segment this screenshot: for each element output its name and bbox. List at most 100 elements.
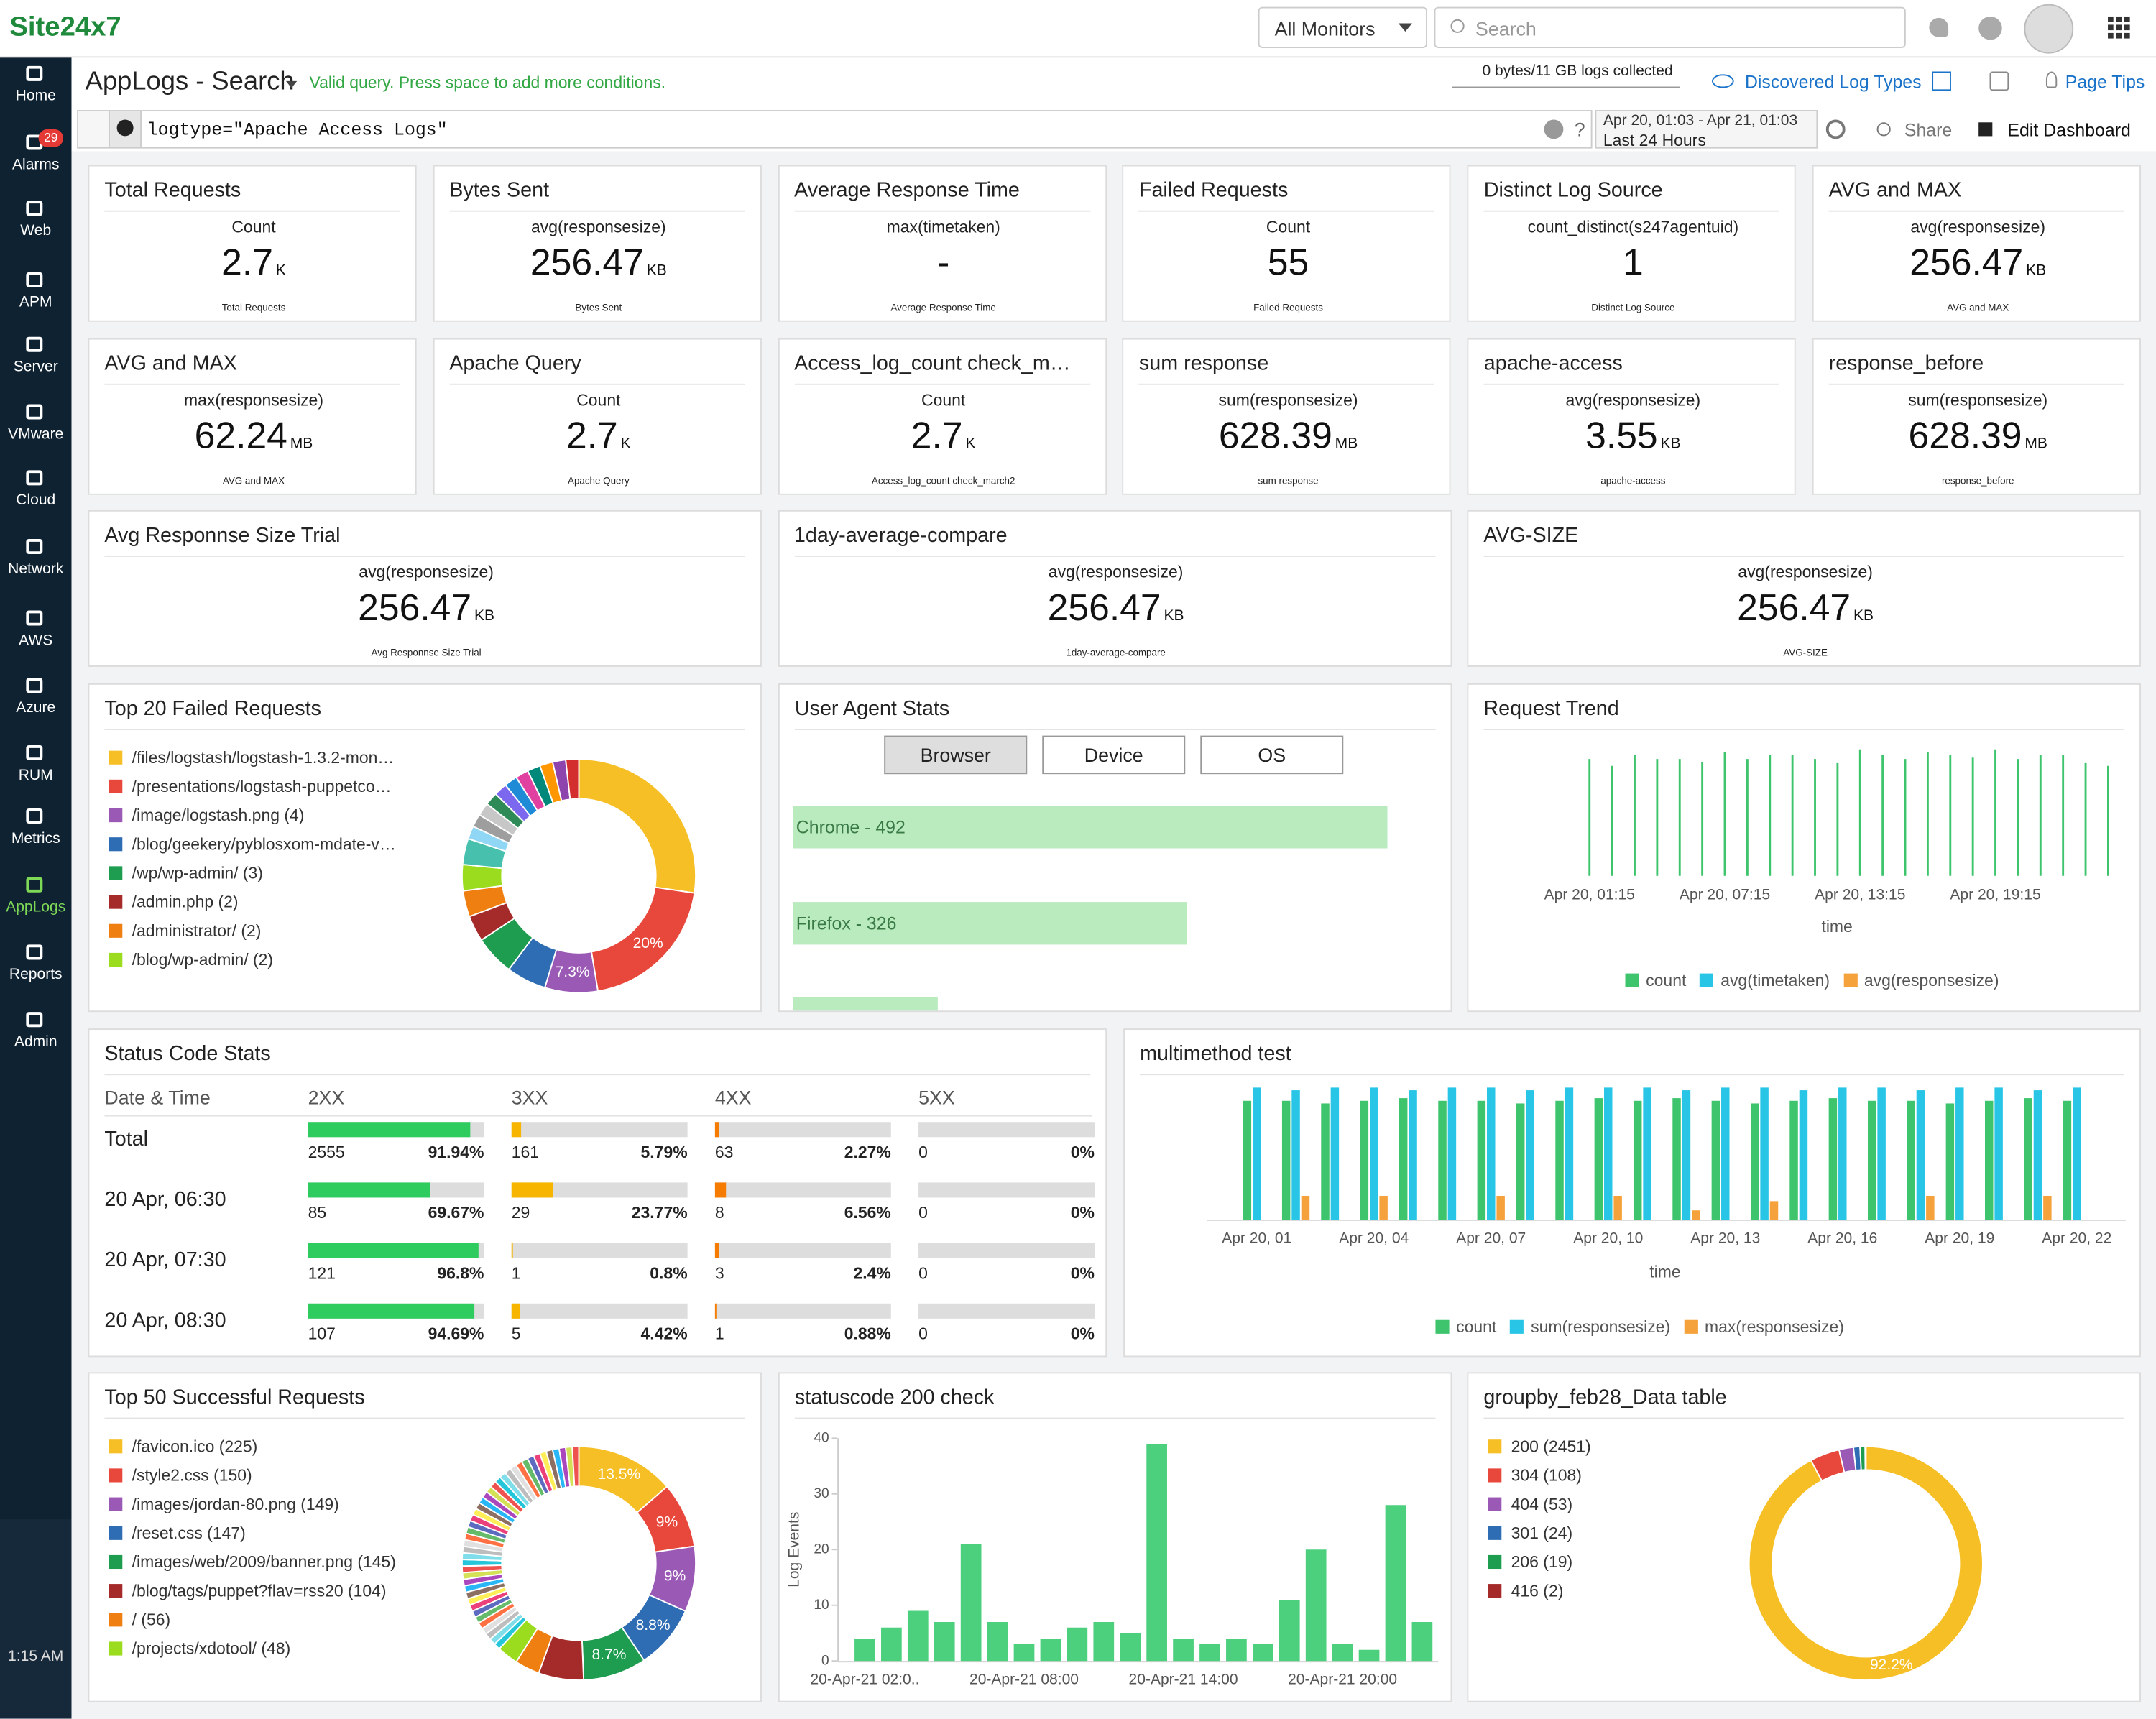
query-bar[interactable]: logtype="Apache Access Logs"? — [77, 110, 1593, 149]
nav-item[interactable]: Home — [0, 60, 71, 116]
stat-widget: Distinct Log Source count_distinct(s247ag… — [1467, 165, 1797, 322]
nav-item[interactable]: Alarms 29 — [0, 129, 71, 185]
date-preset: Last 24 Hours — [1603, 130, 1706, 150]
nav-item[interactable]: RUM — [0, 739, 71, 795]
stat-function: sum(responsesize) — [1218, 390, 1358, 410]
x-tick-label: Apr 20, 01:15 — [1544, 886, 1635, 903]
widget-title: Request Trend — [1483, 697, 2125, 730]
chart-view-button[interactable] — [110, 111, 142, 147]
nav-icon — [26, 610, 43, 626]
discovered-link[interactable]: Discovered Log Types — [1744, 71, 1922, 93]
stat-widget: apache-access avg(responsesize) 3.55 KB apac… — [1467, 338, 1797, 495]
notification-icon[interactable] — [1929, 17, 1949, 37]
stat-value-row: 628.39 MB — [1124, 415, 1450, 458]
edit-dashboard[interactable]: Edit Dashboard — [2007, 119, 2131, 141]
bar-track — [918, 1303, 1095, 1319]
bar — [1769, 1201, 1779, 1220]
clear-icon[interactable] — [1544, 119, 1564, 139]
nav-item[interactable]: Network — [0, 533, 71, 589]
nav-item[interactable]: Azure — [0, 673, 71, 728]
nav-item[interactable]: Cloud — [0, 465, 71, 520]
percent: 69.67% — [428, 1203, 484, 1222]
stat-unit: KB — [646, 262, 667, 280]
home-icon[interactable] — [1932, 71, 1951, 91]
percent: 2.4% — [853, 1263, 891, 1284]
nav-item[interactable]: Server — [0, 331, 71, 387]
legend-label: /favicon.ico (225) — [132, 1437, 258, 1455]
bar — [1799, 1090, 1808, 1220]
tab[interactable]: Device — [1042, 735, 1186, 775]
nav-item[interactable]: APM — [0, 267, 71, 322]
x-tick-label: Apr 20, 22 — [2042, 1230, 2111, 1247]
bar-fill — [511, 1303, 520, 1319]
page-tips[interactable]: Page Tips — [2065, 71, 2145, 93]
stat-function: avg(responsesize) — [1738, 562, 1873, 582]
nav-item[interactable]: Web — [0, 195, 71, 251]
list-view-button[interactable] — [78, 111, 111, 147]
share[interactable]: Share — [1904, 119, 1953, 141]
multimethod-widget: multimethod test Apr 20, 01 Apr 20, 04 Apr … — [1123, 1028, 2141, 1358]
nav-item[interactable]: AWS — [0, 605, 71, 660]
bar — [1252, 1087, 1261, 1220]
help-icon[interactable] — [1978, 16, 2002, 40]
bar — [1926, 1196, 1935, 1220]
stat-caption: Failed Requests — [1253, 303, 1323, 314]
nav-icon — [26, 539, 43, 555]
avatar[interactable] — [2024, 4, 2074, 54]
stat-caption: Access_log_count check_march2 — [871, 476, 1015, 487]
monitor-select[interactable]: All Monitors — [1258, 6, 1427, 48]
legend-label: 416 (2) — [1511, 1581, 1564, 1600]
bar — [1173, 1639, 1194, 1662]
nav-item[interactable]: Metrics — [0, 803, 71, 858]
agent-bar-label: Chrome - 492 — [796, 816, 906, 838]
bar — [1692, 1210, 1700, 1220]
chart-svg: Apr 20, 01:15 Apr 20, 07:15 Apr 20, 13:15 A… — [1544, 749, 2109, 936]
status-code-widget: Status Code Stats Date & Time 2XX 3XX 4XX 5XX… — [88, 1028, 1107, 1358]
legend-swatch — [1625, 973, 1639, 987]
x-tick-label: Apr 20, 07:15 — [1680, 886, 1770, 903]
x-tick-label: 20-Apr-21 02:0.. — [810, 1672, 919, 1688]
widget-title: apache-access — [1483, 352, 1780, 385]
search-box[interactable]: Search — [1434, 6, 1906, 48]
widget-title: AVG and MAX — [1828, 179, 2125, 212]
agent-bar-label: Firefox - 326 — [796, 912, 897, 934]
legend-swatch — [109, 837, 123, 852]
donut-segment — [1864, 1445, 1867, 1471]
widget-title: 1day-average-compare — [793, 524, 1435, 557]
percent: 0% — [1070, 1324, 1095, 1344]
date-box[interactable]: Apr 20, 01:03 - Apr 21, 01:03 Last 24 Hou… — [1595, 110, 1818, 150]
pin-icon[interactable] — [1989, 71, 2009, 91]
tab[interactable]: Browser — [884, 735, 1028, 775]
search-button[interactable] — [1825, 119, 1846, 139]
nav-label: AppLogs — [6, 899, 66, 916]
nav-item[interactable]: VMware — [0, 399, 71, 454]
stat-caption: 1day-average-compare — [1066, 649, 1166, 659]
stat-function: max(responsesize) — [184, 390, 323, 410]
segment-label: 20% — [633, 935, 663, 951]
bar-fill — [308, 1243, 479, 1258]
chart-svg: 0 10 20 30 40 Log Events 20-Apr-21 02:0.. 20-Ap… — [786, 1430, 1439, 1688]
page-title[interactable]: AppLogs - Search — [85, 67, 295, 96]
donut-segment — [1748, 1445, 1984, 1681]
nav-icon — [26, 745, 43, 761]
bar — [1243, 1100, 1252, 1220]
nav-item[interactable]: Reports — [0, 939, 71, 995]
date-range: Apr 20, 01:03 - Apr 21, 01:03 — [1603, 112, 1798, 129]
stat-caption: AVG and MAX — [1947, 303, 2009, 314]
count: 2555 — [308, 1142, 345, 1162]
legend-label: 404 (53) — [1511, 1495, 1572, 1513]
bar — [1565, 1087, 1574, 1220]
bar-fill — [308, 1303, 475, 1319]
tab[interactable]: OS — [1200, 735, 1344, 775]
row-label: 20 Apr, 08:30 — [104, 1309, 226, 1332]
stat-function: Count — [921, 390, 966, 410]
stat-widget: Bytes Sent avg(responsesize) 256.47 KB Bytes… — [433, 165, 762, 322]
nav-icon — [26, 808, 43, 824]
y-tick-label: 40 — [814, 1430, 829, 1445]
bar — [1120, 1633, 1141, 1662]
nav-item[interactable]: AppLogs — [0, 872, 71, 927]
bar — [1789, 1100, 1798, 1220]
nav-item[interactable]: Admin — [0, 1007, 71, 1062]
legend-label: sum(responsesize) — [1531, 1317, 1671, 1337]
legend-swatch — [109, 1584, 123, 1598]
